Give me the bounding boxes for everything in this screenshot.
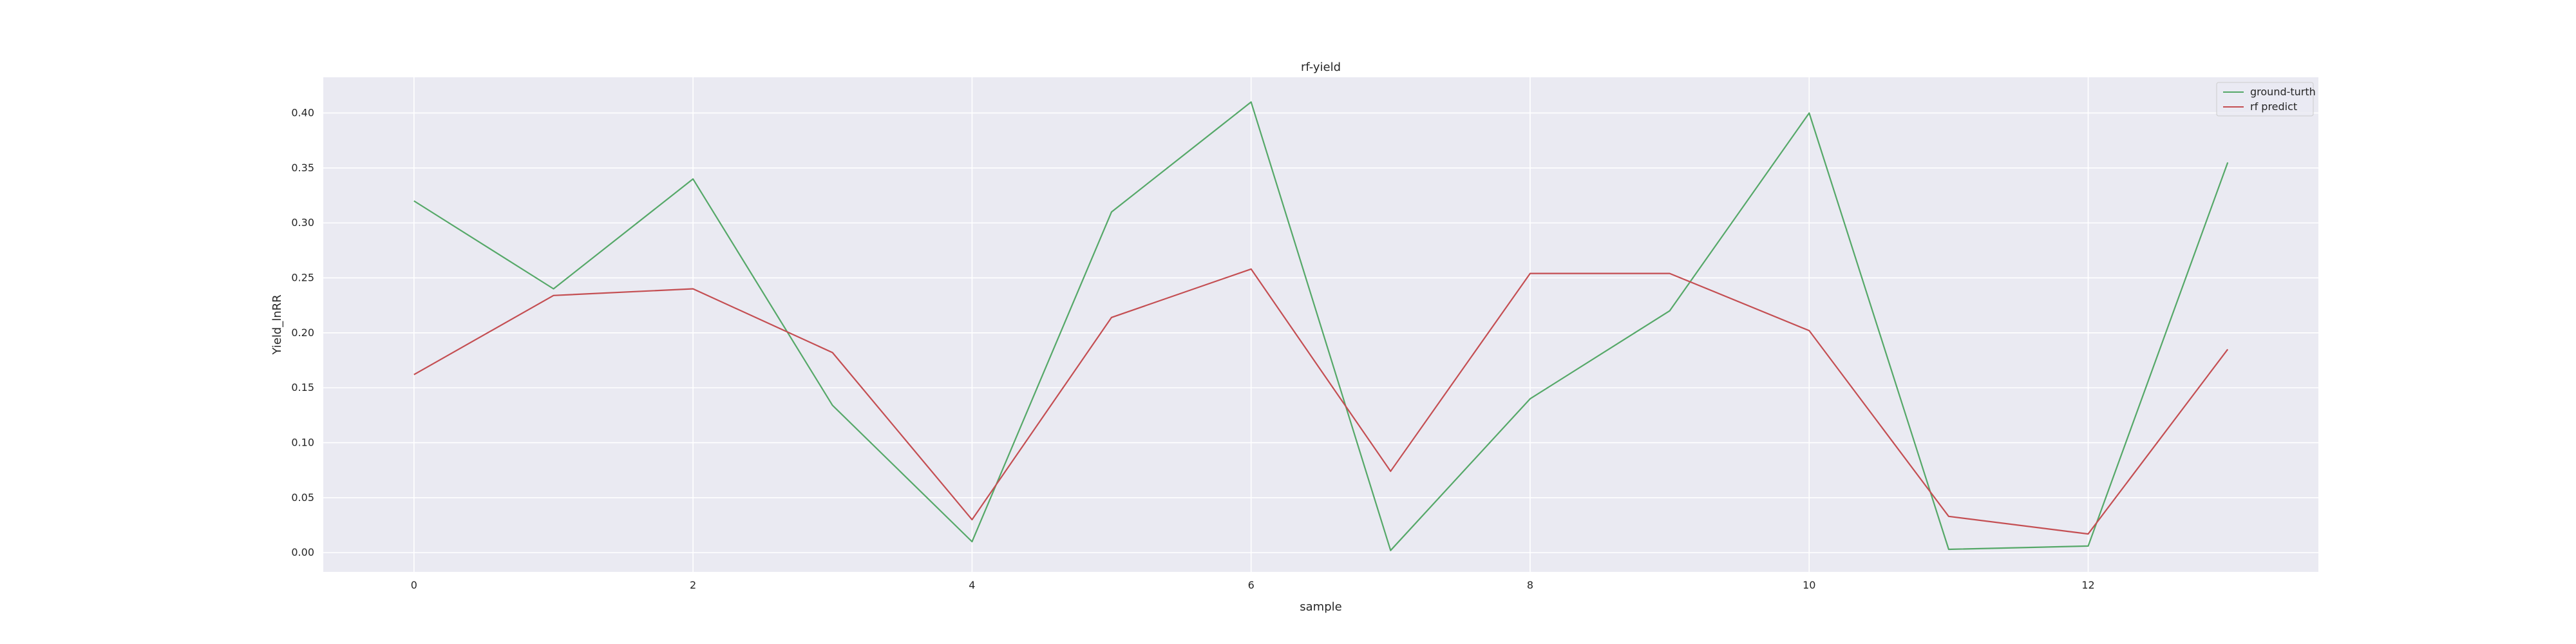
y-tick-label: 0.10	[291, 436, 314, 448]
x-tick-label: 0	[411, 579, 417, 591]
y-tick-label: 0.40	[291, 106, 314, 118]
chart-title: rf-yield	[1301, 61, 1341, 74]
series-lines	[413, 101, 2229, 551]
legend-label-rf-predict: rf predict	[2250, 100, 2297, 113]
x-tick-label: 12	[2081, 579, 2094, 591]
y-axis-label: Yield_lnRR	[270, 294, 284, 355]
y-tick-label: 0.30	[291, 216, 314, 229]
legend-label-ground-turth: ground-turth	[2250, 86, 2316, 98]
tick-labels: 0.00 0.05 0.10 0.15 0.20 0.25 0.30 0.35 0.40 0 2 4 6…	[291, 106, 2094, 591]
grid	[323, 77, 2318, 572]
x-tick-label: 2	[690, 579, 696, 591]
series-line-ground-turth	[413, 101, 2229, 551]
y-tick-label: 0.35	[291, 162, 314, 174]
series-line-rf-predict	[413, 268, 2229, 535]
x-tick-label: 8	[1527, 579, 1533, 591]
x-tick-label: 4	[969, 579, 975, 591]
x-axis-label: sample	[1300, 600, 1341, 614]
y-tick-label: 0.00	[291, 546, 314, 558]
y-tick-label: 0.25	[291, 271, 314, 283]
y-tick-label: 0.05	[291, 491, 314, 504]
legend: ground-turth rf predict	[2216, 82, 2316, 117]
y-tick-label: 0.20	[291, 327, 314, 339]
x-tick-label: 10	[1803, 579, 1815, 591]
x-tick-label: 6	[1248, 579, 1255, 591]
y-tick-label: 0.15	[291, 381, 314, 393]
